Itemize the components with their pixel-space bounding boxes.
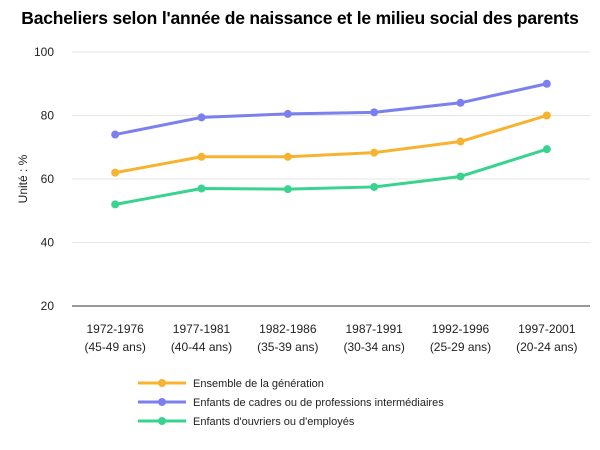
data-point xyxy=(456,172,465,181)
legend-label: Enfants d'ouvriers ou d'employés xyxy=(193,416,355,428)
chart-title: Bacheliers selon l'année de naissance et… xyxy=(21,8,579,28)
legend-item-3[interactable]: Enfants d'ouvriers ou d'employés xyxy=(138,416,355,428)
x-tick-sublabel: (40-44 ans) xyxy=(171,340,232,354)
legend-item-2[interactable]: Enfants de cadres ou de professions inte… xyxy=(138,397,444,409)
x-tick-label: 1987-1991 xyxy=(345,322,403,336)
y-tick-label: 60 xyxy=(41,172,55,186)
legend: Ensemble de la génération Enfants de cadr… xyxy=(138,378,444,428)
y-tick-label: 40 xyxy=(41,236,55,250)
data-point xyxy=(542,145,551,154)
x-tick-sublabel: (30-34 ans) xyxy=(343,340,404,354)
legend-marker xyxy=(158,379,166,387)
series-line xyxy=(113,82,549,137)
x-tick-sublabel: (25-29 ans) xyxy=(430,340,491,354)
x-tick-label: 1992-1996 xyxy=(432,322,490,336)
y-tick-label: 20 xyxy=(41,299,55,313)
data-point xyxy=(111,168,120,177)
data-point xyxy=(283,185,292,194)
data-point xyxy=(542,111,551,120)
x-tick-label: 1977-1981 xyxy=(173,322,231,336)
data-point xyxy=(542,79,551,88)
x-tick-label: 1972-1976 xyxy=(86,322,144,336)
series-line xyxy=(113,114,549,175)
y-tick-label: 100 xyxy=(34,45,54,59)
data-point xyxy=(197,152,206,161)
y-tick-label: 80 xyxy=(41,109,55,123)
x-tick-sublabel: (35-39 ans) xyxy=(257,340,318,354)
data-point xyxy=(283,109,292,118)
x-tick-sublabel: (45-49 ans) xyxy=(84,340,145,354)
data-point xyxy=(197,113,206,122)
gridlines xyxy=(72,51,590,307)
data-point xyxy=(111,200,120,209)
data-point xyxy=(197,184,206,193)
data-point xyxy=(370,108,379,117)
x-tick-label: 1982-1986 xyxy=(259,322,317,336)
data-point xyxy=(370,182,379,191)
data-point xyxy=(111,130,120,139)
legend-marker xyxy=(158,417,166,425)
data-point xyxy=(370,148,379,157)
data-point xyxy=(456,98,465,107)
x-tick-label: 1997-2001 xyxy=(518,322,576,336)
y-axis-label: Unité : % xyxy=(16,154,30,203)
legend-item-1[interactable]: Ensemble de la génération xyxy=(138,378,324,390)
legend-label: Enfants de cadres ou de professions inte… xyxy=(193,397,444,409)
series-lines xyxy=(111,79,551,209)
series-3 xyxy=(111,145,551,209)
data-point xyxy=(283,152,292,161)
axes: 20 40 60 80 100 Unité : % 1972-1976 (45-49 ans)… xyxy=(16,45,578,354)
legend-label: Ensemble de la génération xyxy=(193,378,324,390)
series-2 xyxy=(111,79,551,139)
series-line xyxy=(113,147,549,206)
x-tick-sublabel: (20-24 ans) xyxy=(516,340,577,354)
data-point xyxy=(456,137,465,146)
legend-marker xyxy=(158,398,166,406)
series-1 xyxy=(111,111,551,177)
